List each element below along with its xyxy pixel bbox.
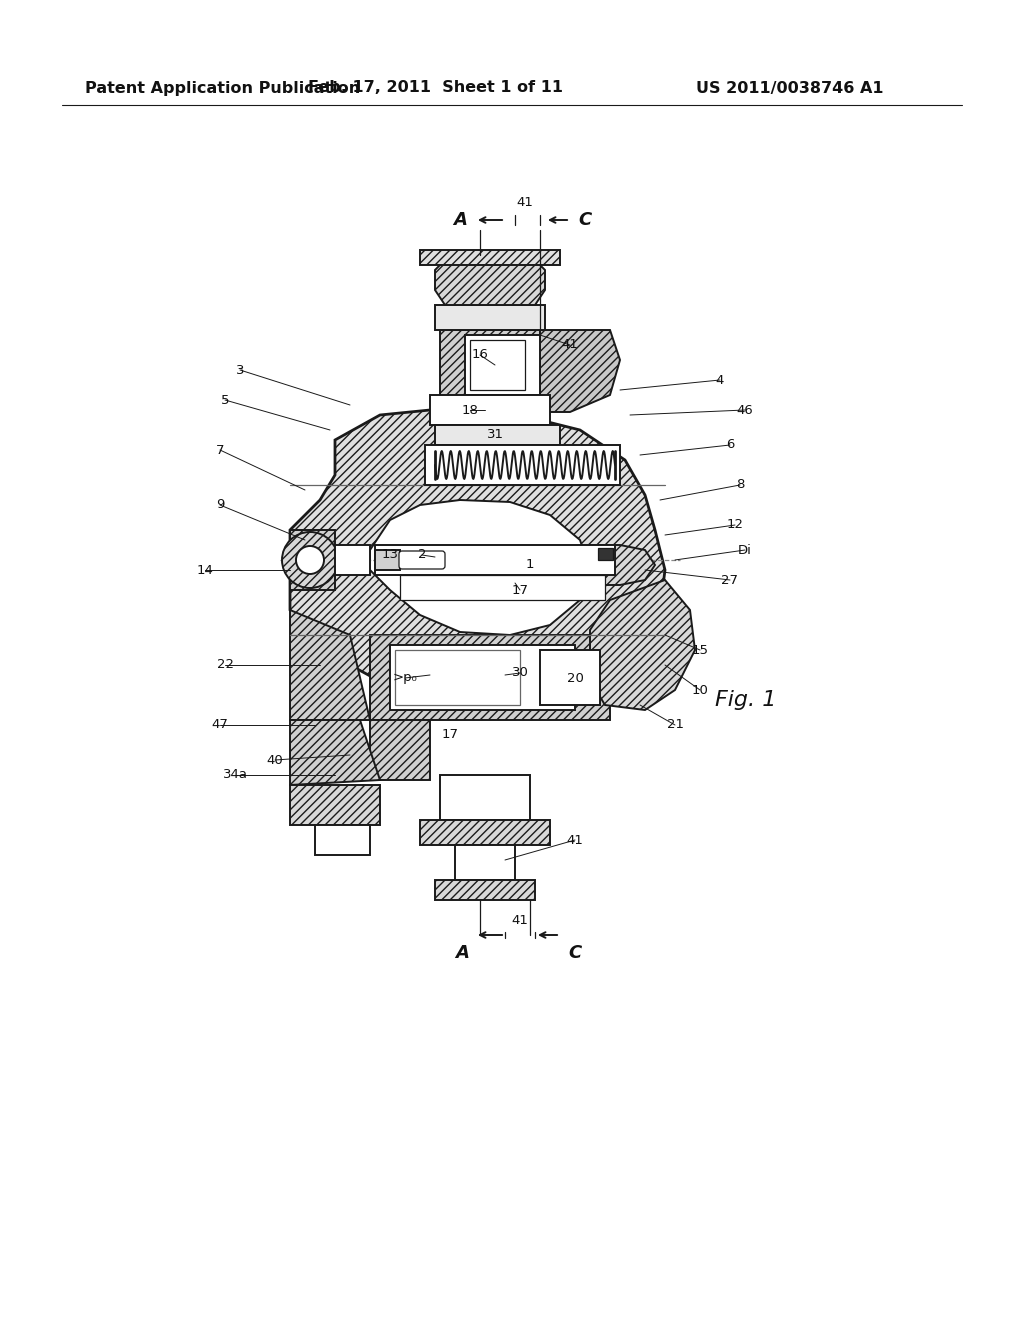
Polygon shape <box>430 395 550 425</box>
Text: 6: 6 <box>726 438 734 451</box>
Text: 47: 47 <box>212 718 228 731</box>
Text: 17: 17 <box>441 729 459 742</box>
Text: Patent Application Publication: Patent Application Publication <box>85 81 360 95</box>
Text: 46: 46 <box>736 404 754 417</box>
Text: 41: 41 <box>561 338 579 351</box>
Text: 13: 13 <box>382 549 398 561</box>
Polygon shape <box>425 445 620 484</box>
Text: 41: 41 <box>516 195 534 209</box>
Text: 27: 27 <box>722 573 738 586</box>
Polygon shape <box>370 500 590 635</box>
Text: 8: 8 <box>736 479 744 491</box>
Bar <box>395 649 520 705</box>
Bar <box>400 576 605 601</box>
Text: Feb. 17, 2011  Sheet 1 of 11: Feb. 17, 2011 Sheet 1 of 11 <box>307 81 562 95</box>
Bar <box>470 341 525 389</box>
Polygon shape <box>335 545 370 576</box>
Text: 41: 41 <box>566 833 584 846</box>
Polygon shape <box>435 425 560 445</box>
Polygon shape <box>435 305 545 330</box>
Text: 9: 9 <box>216 499 224 511</box>
Text: 2: 2 <box>418 549 426 561</box>
Text: 34a: 34a <box>222 768 248 781</box>
Polygon shape <box>290 719 380 785</box>
Text: 14: 14 <box>197 564 213 577</box>
Text: A: A <box>453 211 467 228</box>
Text: 18: 18 <box>462 404 478 417</box>
Text: Fig. 1: Fig. 1 <box>715 690 776 710</box>
Bar <box>540 649 600 705</box>
Text: C: C <box>579 211 592 228</box>
Text: 1: 1 <box>525 558 535 572</box>
Polygon shape <box>370 719 430 780</box>
Text: 41: 41 <box>512 913 528 927</box>
Text: A: A <box>455 944 469 962</box>
Bar <box>435 880 535 900</box>
Text: 5: 5 <box>221 393 229 407</box>
Polygon shape <box>465 335 515 412</box>
Text: 17: 17 <box>512 583 528 597</box>
Text: 7: 7 <box>216 444 224 457</box>
Text: 22: 22 <box>216 659 233 672</box>
Bar <box>390 645 575 710</box>
Text: 21: 21 <box>667 718 683 731</box>
Polygon shape <box>375 550 420 570</box>
Circle shape <box>296 546 324 574</box>
Polygon shape <box>435 260 545 305</box>
Polygon shape <box>370 635 610 719</box>
Text: 4: 4 <box>716 374 724 387</box>
Text: 40: 40 <box>266 754 284 767</box>
Bar <box>455 845 515 880</box>
Text: >p₀: >p₀ <box>392 672 418 685</box>
Polygon shape <box>290 610 370 719</box>
Bar <box>290 785 380 825</box>
Text: 3: 3 <box>236 363 245 376</box>
Text: C: C <box>568 944 582 962</box>
FancyBboxPatch shape <box>399 550 445 569</box>
Polygon shape <box>290 411 665 710</box>
Text: 16: 16 <box>472 348 488 362</box>
Polygon shape <box>290 531 335 590</box>
Polygon shape <box>590 545 655 585</box>
Text: Di: Di <box>738 544 752 557</box>
Circle shape <box>282 532 338 587</box>
Text: 30: 30 <box>512 667 528 680</box>
Bar <box>440 775 530 820</box>
Bar <box>598 548 613 560</box>
Bar <box>420 820 550 845</box>
Text: 31: 31 <box>486 429 504 441</box>
Text: 15: 15 <box>691 644 709 656</box>
Text: 10: 10 <box>691 684 709 697</box>
Polygon shape <box>420 249 560 265</box>
Polygon shape <box>465 335 540 395</box>
Text: US 2011/0038746 A1: US 2011/0038746 A1 <box>696 81 884 95</box>
Text: 20: 20 <box>566 672 584 685</box>
Polygon shape <box>440 330 540 412</box>
Polygon shape <box>590 579 695 710</box>
Text: 12: 12 <box>726 519 743 532</box>
Polygon shape <box>540 330 620 412</box>
Bar <box>315 825 370 855</box>
Bar <box>375 545 615 576</box>
